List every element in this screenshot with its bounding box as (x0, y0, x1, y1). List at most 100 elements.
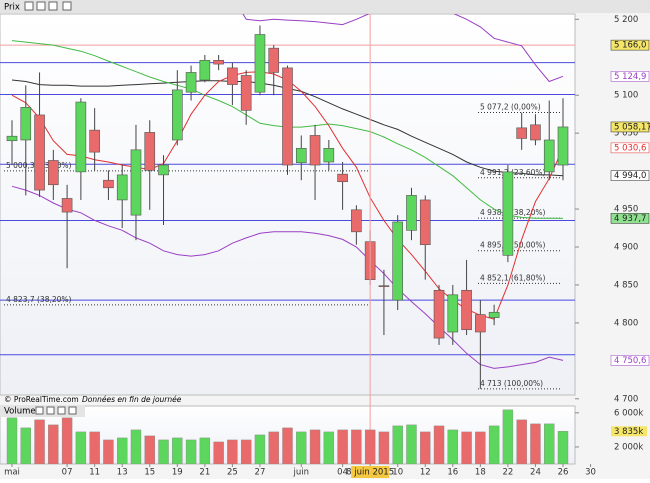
icon[interactable] (62, 1, 72, 11)
y-tick-label: 5 050 (614, 129, 638, 139)
candle-body (461, 289, 472, 331)
volume-bar (530, 423, 541, 464)
x-tick-label: 27 (255, 468, 266, 478)
panel-label: Prix (4, 3, 20, 13)
candle-body (130, 149, 142, 216)
volume-bars (6, 409, 569, 464)
icon[interactable] (57, 406, 66, 415)
toolbar (0, 0, 650, 13)
toolbar-icons[interactable] (24, 1, 72, 11)
candle-body (447, 294, 459, 333)
y-tick-label: 6 000k (614, 408, 643, 418)
price-tag-label: 5 030,6 (614, 143, 646, 153)
price-tag (610, 213, 650, 224)
icon[interactable] (24, 1, 34, 11)
x-tick-label: 25 (227, 468, 238, 478)
volume-bar (351, 429, 362, 464)
candle-body (227, 67, 238, 85)
volume-bar (309, 429, 321, 464)
candle-body (268, 47, 280, 73)
y-tick-label: 4 800 (614, 318, 638, 328)
candle-body (502, 171, 514, 256)
y-tick-label: 5 200 (614, 15, 638, 25)
x-tick-label: 15 (144, 468, 155, 478)
price-tag-label: 5 166,0 (614, 41, 646, 51)
candle-body (406, 195, 417, 231)
volume-bar (544, 423, 555, 464)
y-tick-label: 4 900 (614, 243, 638, 253)
volume-bar (323, 431, 335, 464)
icon[interactable] (46, 406, 55, 415)
volume-bar (144, 435, 155, 464)
candle-body (89, 129, 100, 153)
volume-bar (461, 431, 472, 464)
volume-bar (378, 431, 390, 464)
volume-bar (20, 427, 31, 464)
candle-body (75, 101, 87, 173)
candle-body (116, 174, 128, 201)
volume-bar (172, 437, 183, 464)
icon[interactable] (68, 406, 77, 415)
x-tick-label: juin (293, 468, 310, 478)
indicator-line (11, 185, 564, 369)
candle-body (530, 124, 541, 141)
panel-label: Volume (4, 407, 36, 417)
source: © ProRealTime.com (4, 395, 79, 404)
candle-body (158, 164, 169, 176)
x-tick-label: 13 (117, 468, 128, 478)
volume-bar (364, 429, 376, 464)
volume-icons[interactable] (35, 406, 77, 415)
volume-bar (227, 439, 238, 464)
volume-bar (103, 439, 114, 464)
candle-body (378, 285, 390, 288)
candle-body (323, 148, 335, 163)
y-tick-label: 4 950 (614, 205, 638, 215)
volume-bar (337, 429, 348, 464)
volume-bar (48, 424, 59, 464)
x-tick-label: 07 (62, 468, 73, 478)
candle-body (543, 139, 555, 173)
icon[interactable] (48, 1, 58, 11)
volume-bar (447, 429, 458, 464)
price-tag (610, 39, 650, 51)
price-tag-label: 4 994,0 (614, 171, 646, 181)
x-tick-label: 10 (392, 468, 403, 478)
candle-body (309, 135, 321, 166)
x-tick-label: 21 (199, 468, 210, 478)
retracement-label: 4 823,7 (38,20%) (6, 295, 72, 304)
x-tick-label: mai (4, 468, 20, 478)
price-tag (610, 71, 650, 82)
candle-body (392, 221, 404, 301)
candle-body (282, 67, 293, 166)
volume-bar (433, 425, 445, 464)
note: Données en fin de journée (82, 395, 182, 404)
volume-bar (516, 419, 527, 464)
volume-tag-label: 3 835k (614, 427, 643, 437)
volume-bar (199, 437, 211, 464)
volume-bar (406, 424, 417, 464)
price-tag (610, 355, 650, 366)
candle-body (213, 59, 224, 65)
candle-body (61, 198, 73, 213)
candle-body (144, 132, 156, 171)
price-tag-label: 5 058,17 (614, 122, 650, 132)
volume-bar (502, 409, 514, 464)
candle-body (557, 126, 569, 166)
x-tick-label: 8 juin 2015 (346, 468, 394, 478)
y-tick-label: 5 100 (614, 91, 638, 101)
candle-body (254, 34, 266, 93)
candle-body (199, 59, 211, 81)
price-tag-label: 5 124,9 (614, 72, 646, 82)
icon[interactable] (36, 1, 46, 11)
y-tick-label: 4 700 (614, 394, 638, 404)
candle-body (48, 160, 59, 186)
x-tick-label: 04 (337, 468, 348, 478)
icon[interactable] (35, 406, 44, 415)
x-tick-label: 30 (585, 468, 596, 478)
candle-body (103, 179, 114, 189)
candle-body (419, 199, 431, 246)
candle-body (185, 72, 197, 93)
volume-bar (282, 427, 293, 464)
price-tag (610, 142, 650, 154)
indicator-line (242, 14, 564, 83)
